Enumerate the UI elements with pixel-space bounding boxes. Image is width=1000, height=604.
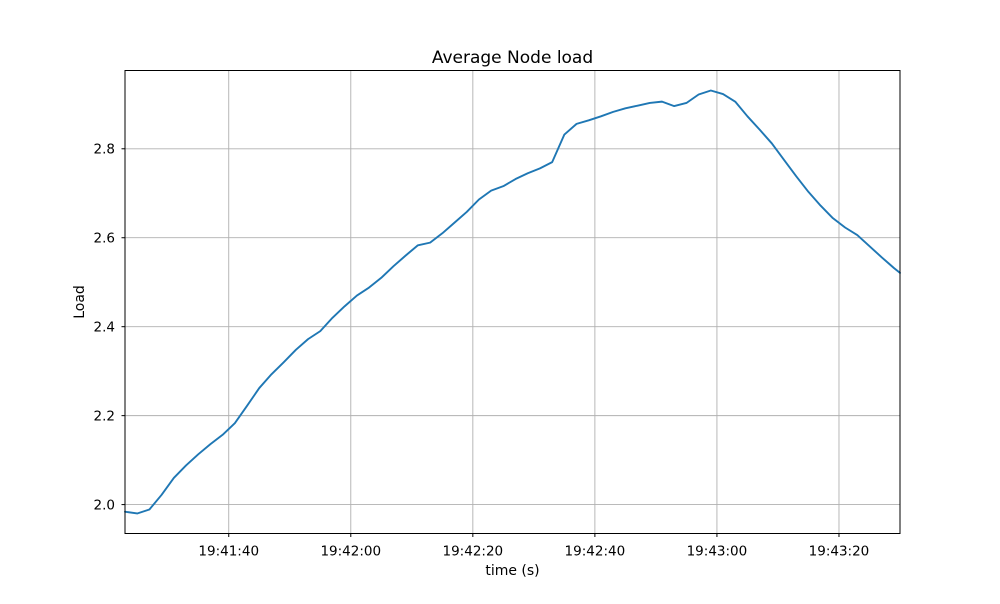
y-tick-label: 2.6 [94, 231, 115, 247]
x-tick-label: 19:42:20 [443, 544, 504, 560]
y-tick-label: 2.2 [94, 408, 115, 424]
load-line [124, 89, 901, 515]
x-axis-label: time (s) [485, 563, 539, 579]
grid-layer [125, 70, 900, 534]
x-tick-label: 19:43:00 [687, 544, 748, 560]
label-layer: Average Node load time (s) Load [72, 48, 593, 579]
x-tick-label: 19:42:40 [565, 544, 626, 560]
chart-title: Average Node load [432, 48, 593, 68]
y-axis-label: Load [72, 285, 88, 319]
x-tick-label: 19:42:00 [320, 544, 381, 560]
x-tick-label: 19:41:40 [198, 544, 259, 560]
plot-frame [124, 70, 901, 534]
tick-layer: 19:41:40 19:42:00 19:42:20 19:42:40 19:43:00… [94, 142, 870, 560]
line-layer [124, 89, 901, 515]
x-tick-label: 19:43:20 [809, 544, 870, 560]
y-tick-label: 2.4 [94, 319, 115, 335]
y-tick-label: 2.8 [94, 142, 115, 158]
y-tick-label: 2.0 [94, 497, 115, 513]
